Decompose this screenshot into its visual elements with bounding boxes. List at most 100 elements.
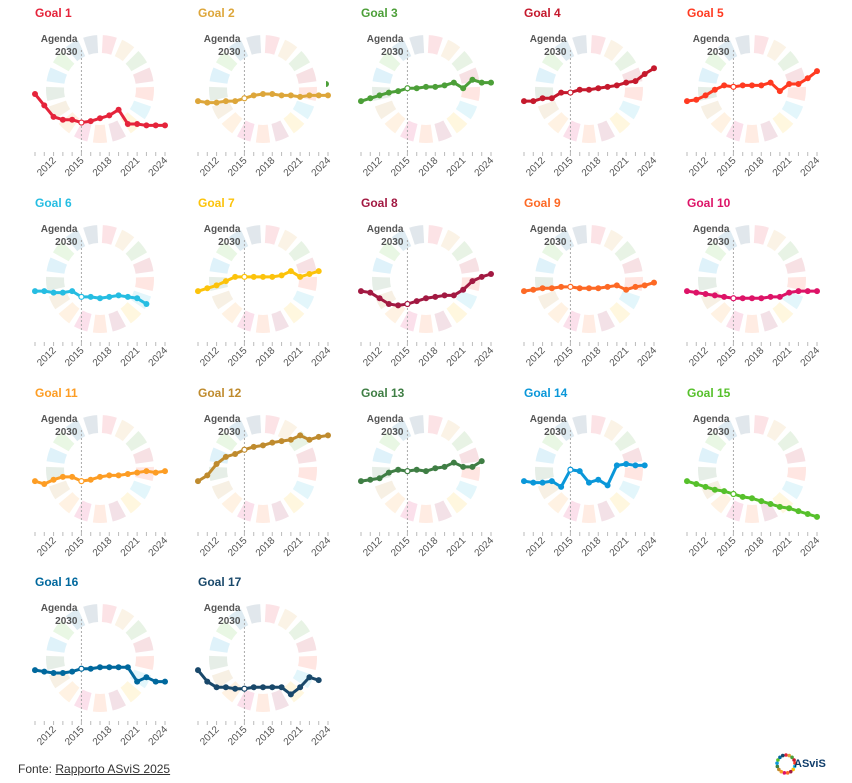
- agenda-year-label: 2030: [218, 427, 241, 438]
- ring-segment: [133, 67, 153, 83]
- ring-segment: [787, 87, 806, 101]
- ring-segment: [83, 225, 98, 245]
- ring-segment: [773, 302, 794, 323]
- data-point: [232, 274, 238, 280]
- agenda-year-label: 2030: [381, 427, 404, 438]
- data-point: [577, 468, 583, 474]
- x-tick-label: 2012: [198, 155, 222, 179]
- ring-segment: [591, 415, 606, 435]
- x-tick-label: 2015: [63, 724, 87, 748]
- goal-chart: Agenda20302012 2015 2018 2021 2024: [326, 194, 496, 380]
- data-point: [568, 467, 573, 472]
- data-point: [106, 472, 112, 478]
- ring-segment: [735, 415, 750, 435]
- data-point: [97, 664, 103, 670]
- x-tick-label: 2015: [389, 535, 413, 559]
- agenda-year-label: 2030: [218, 237, 241, 248]
- goal-title: Goal 10: [687, 196, 730, 210]
- agenda-label: Agenda: [530, 224, 567, 235]
- source-prefix: Fonte:: [18, 762, 55, 776]
- data-point: [232, 686, 238, 692]
- data-point: [642, 71, 648, 77]
- data-point: [568, 284, 573, 289]
- data-point: [60, 474, 66, 480]
- x-tick-label: 2024: [310, 724, 333, 748]
- data-point: [395, 467, 401, 473]
- x-tick-label: 2021: [119, 535, 143, 559]
- x-tick-label: 2015: [63, 535, 87, 559]
- data-point: [41, 102, 47, 108]
- data-point: [768, 501, 774, 507]
- data-point: [432, 294, 438, 300]
- goal-title: Goal 7: [198, 196, 235, 210]
- x-tick-label: 2012: [198, 724, 222, 748]
- ring-segment: [126, 431, 147, 451]
- data-point: [97, 474, 103, 480]
- data-point: [97, 295, 103, 301]
- data-point: [214, 100, 220, 106]
- data-point: [32, 667, 38, 673]
- ring-segment: [701, 101, 722, 120]
- x-tick-label: 2012: [687, 535, 711, 559]
- ring-segment: [246, 225, 261, 245]
- ring-segment: [74, 311, 92, 332]
- goal-panel: Agenda 2030 2012 2015 2018 2021 2024 Goal 5: [652, 4, 812, 190]
- ring-segment: [597, 121, 615, 142]
- x-tick-label: 2018: [91, 535, 115, 559]
- data-point: [786, 290, 792, 296]
- x-tick-label: 2012: [361, 535, 385, 559]
- ring-segment: [256, 125, 270, 143]
- data-point: [306, 271, 312, 277]
- data-point: [106, 112, 112, 118]
- data-point: [88, 477, 94, 483]
- data-point: [316, 434, 322, 440]
- data-point: [414, 467, 420, 473]
- data-point: [195, 478, 201, 484]
- goal-chart: Agenda20302012 2015 2018 2021 2024: [489, 4, 659, 190]
- x-tick-label: 2021: [119, 345, 143, 369]
- data-point: [521, 288, 527, 294]
- data-point: [540, 95, 546, 101]
- ring-segment: [46, 277, 65, 291]
- ring-segment: [102, 35, 117, 55]
- x-tick-label: 2024: [799, 535, 822, 559]
- data-point: [358, 98, 364, 104]
- ring-segment: [754, 225, 769, 245]
- ring-segment: [409, 35, 424, 55]
- ring-segment: [237, 690, 255, 711]
- ring-segment: [271, 311, 289, 332]
- data-point: [195, 667, 201, 673]
- ring-segment: [46, 656, 65, 670]
- data-point: [134, 295, 140, 301]
- agenda-label: Agenda: [41, 603, 78, 614]
- data-point: [614, 82, 620, 88]
- source-link[interactable]: Rapporto ASviS 2025: [55, 762, 170, 776]
- agenda-label: Agenda: [367, 34, 404, 45]
- ring-segment: [83, 35, 98, 55]
- goal-title: Goal 1: [35, 6, 72, 20]
- x-tick-label: 2024: [799, 155, 822, 179]
- x-tick-label: 2021: [608, 535, 632, 559]
- data-point: [269, 684, 275, 690]
- data-point: [223, 454, 229, 460]
- goal-title: Goal 4: [524, 6, 561, 20]
- ring-segment: [619, 101, 640, 120]
- ring-segment: [622, 257, 642, 273]
- goal-panel: Agenda 2030 2012 2015 2018 2021 2024 Goal 9: [489, 194, 649, 380]
- data-point: [632, 284, 638, 290]
- ring-segment: [785, 257, 805, 273]
- x-tick-label: 2012: [524, 155, 548, 179]
- ring-segment: [135, 87, 154, 101]
- ring-segment: [767, 420, 786, 441]
- goals-small-multiples: Agenda 2030 2012 2015 2018 2021 2024 Goal 1 Agen…: [0, 0, 852, 760]
- data-point: [41, 288, 47, 294]
- data-point: [758, 82, 764, 88]
- data-point: [814, 514, 820, 520]
- data-point: [242, 274, 247, 279]
- ring-segment: [265, 415, 280, 435]
- data-point: [316, 92, 322, 98]
- ring-segment: [615, 51, 636, 71]
- data-point: [577, 285, 583, 291]
- data-point: [116, 664, 122, 670]
- ring-segment: [265, 35, 280, 55]
